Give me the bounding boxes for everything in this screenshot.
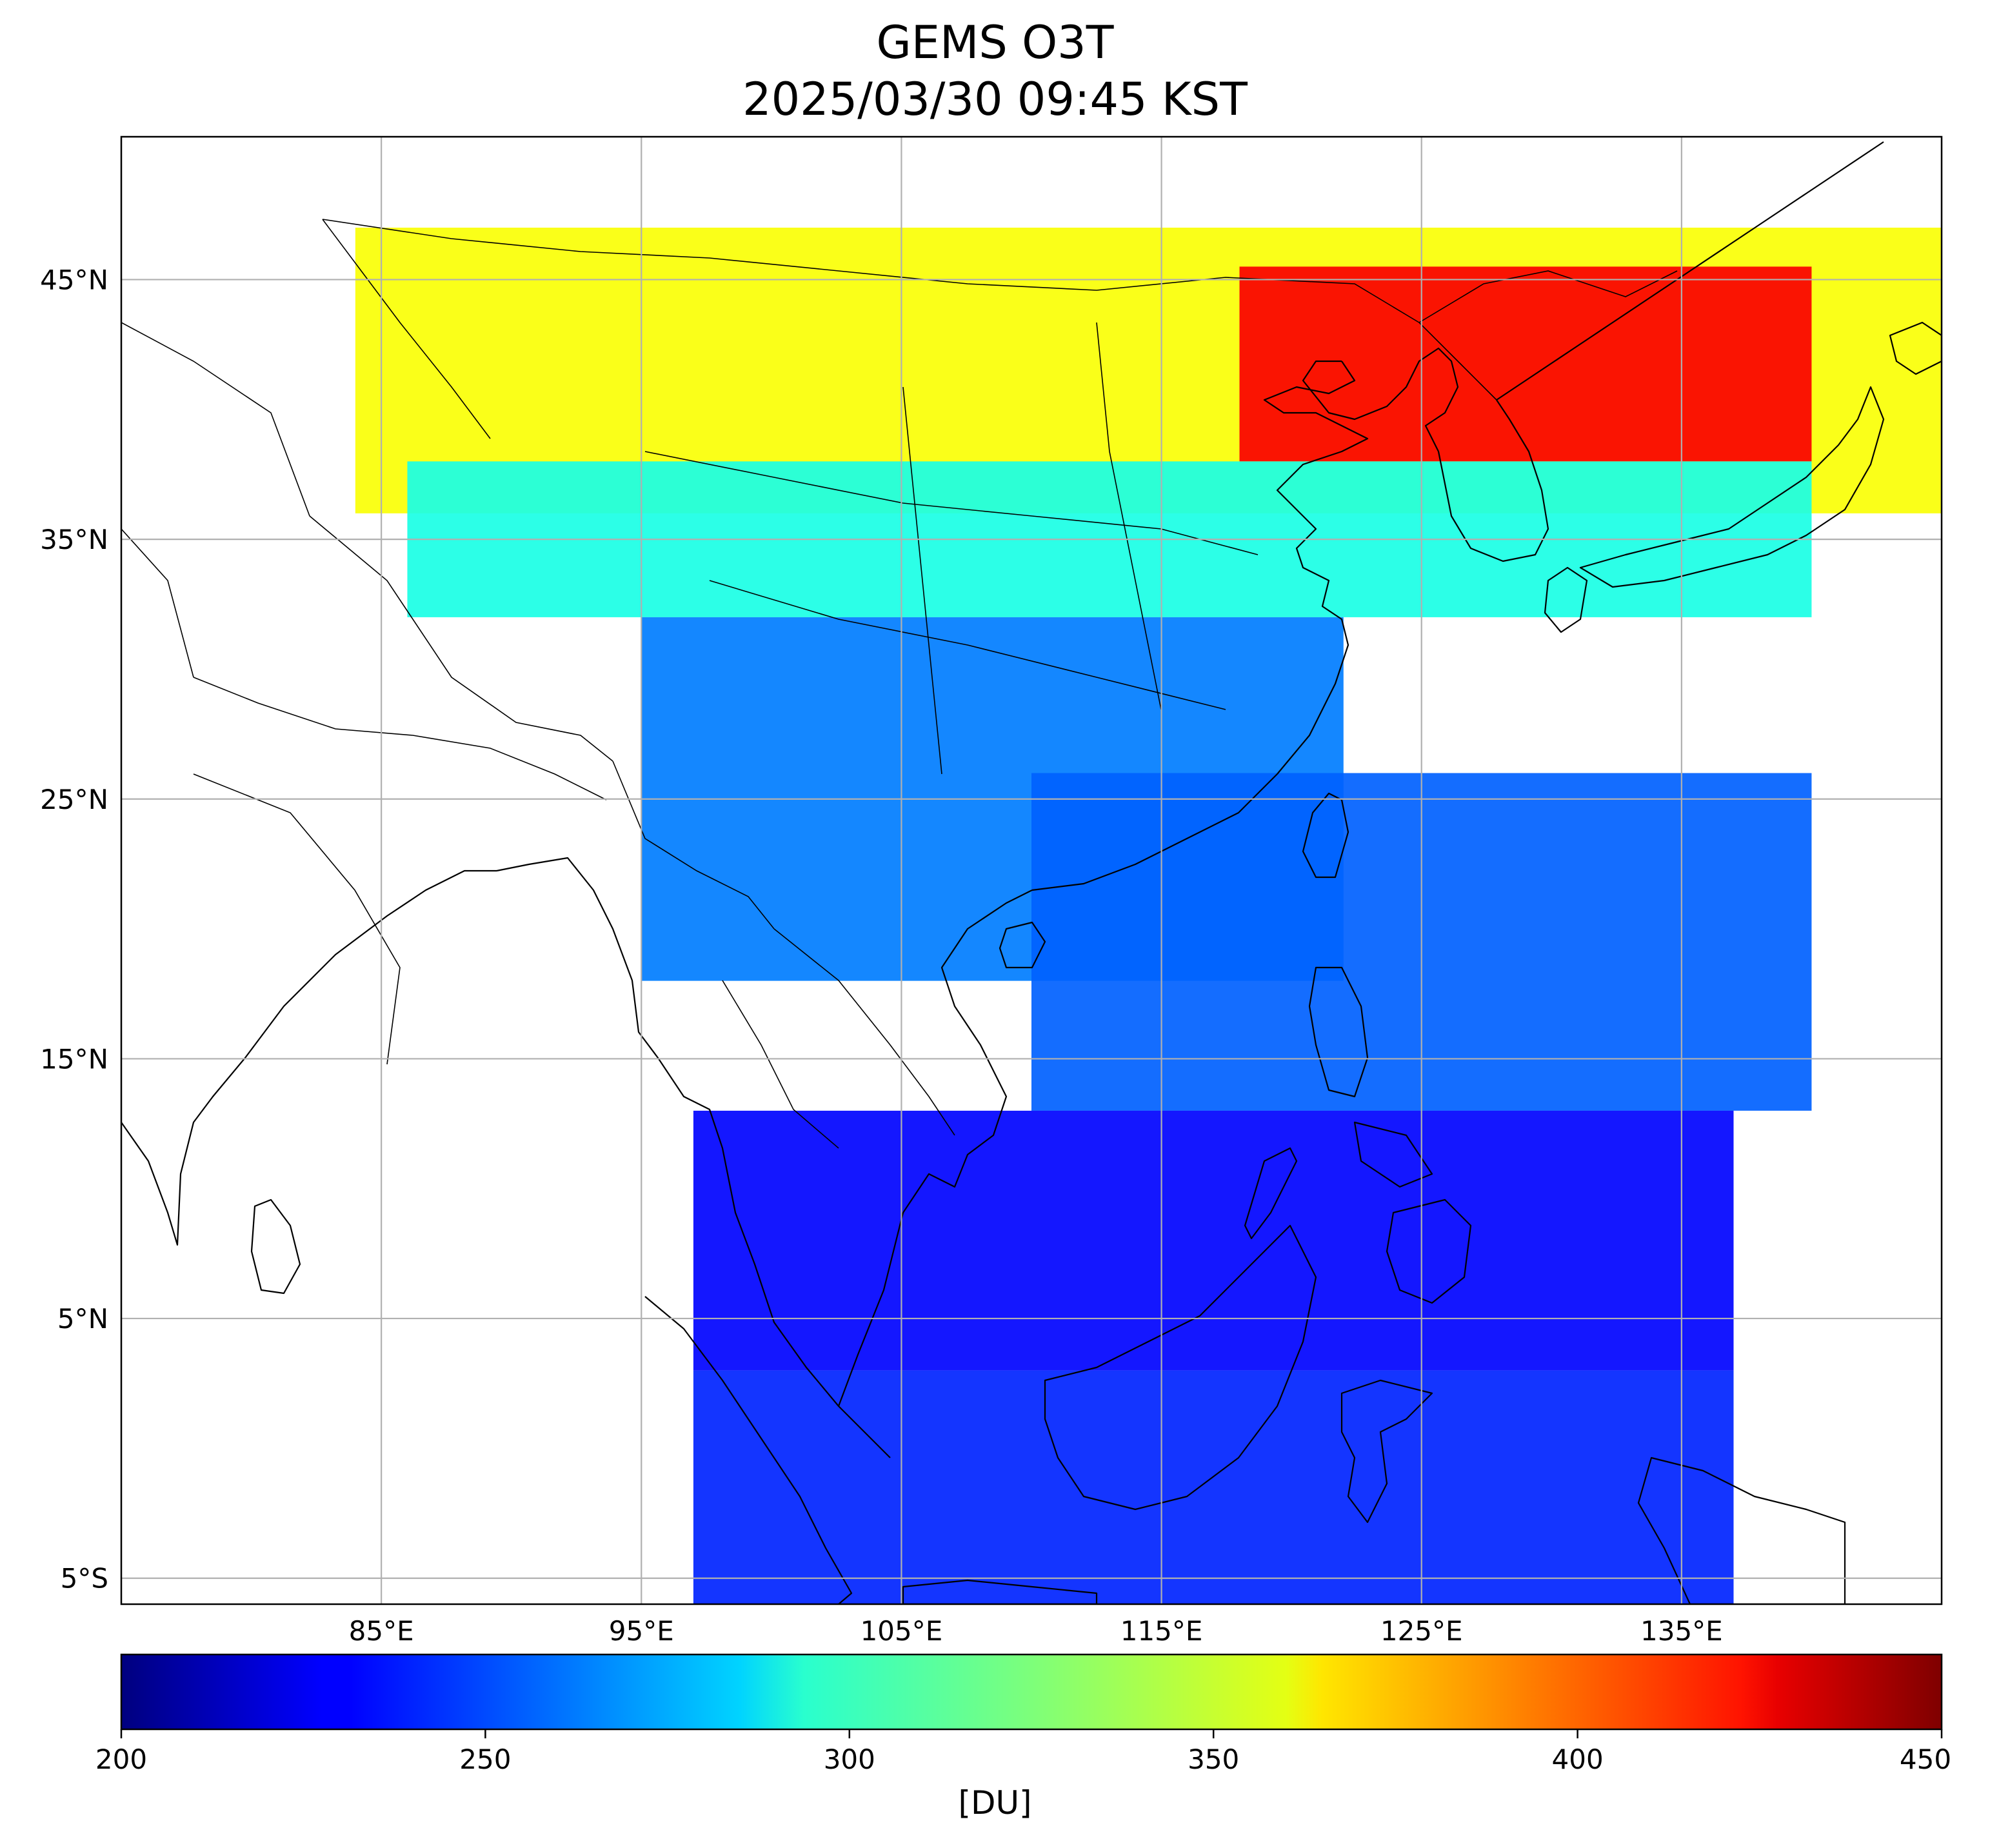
coastline-luzon [1308,966,1369,1098]
border-thailand [722,980,839,1149]
coastline-bohai [1302,347,1459,452]
colorbar [120,1653,1943,1731]
colorbar-tick-marks [120,1729,1943,1738]
border-afghanistan [121,528,194,678]
colorbar-tick-label: 450 [1899,1744,1952,1775]
coastline-indochina [837,889,1033,1407]
border-china-mongolia [322,219,1420,323]
border-laos-vietnam [773,928,955,1136]
ozone-data-layer [355,227,1942,1604]
ozone-region-tropics-south-china-sea [693,1110,1734,1371]
coastline-layer [121,141,1942,1604]
map-timestamp: 2025/03/30 09:45 KST [742,73,1248,126]
border-provinces-4 [1096,322,1162,710]
map-title: GEMS O3T [876,16,1114,69]
border-central-asia [121,322,310,517]
lon-tick-label: 135°E [1640,1615,1723,1647]
coastline-hokkaido [1889,321,1942,375]
colorbar-tick-label: 300 [823,1744,875,1775]
coastline-sulawesi [1340,1379,1433,1524]
border-himalaya [193,677,607,800]
coastline-java [902,1579,1098,1604]
coastline-taiwan [1302,792,1349,879]
ozone-region-maritime-continent [693,1370,1734,1604]
lon-tick-label: 85°E [349,1615,414,1647]
lon-tick-label: 105°E [861,1615,943,1647]
coastline-south-china [1031,361,1369,891]
coastline-myanmar-malay [496,857,891,1458]
border-provinces-1 [644,451,1259,555]
coastline-borneo [1044,1224,1317,1511]
lon-tick-label: 115°E [1120,1615,1203,1647]
map-frame [120,135,1943,1605]
border-china-russia [1418,270,1678,323]
colorbar-unit-label: [DU] [958,1784,1032,1822]
lat-tick-label: 5°N [57,1303,108,1335]
coastline-mindanao [1386,1198,1472,1304]
colorbar-tick-label: 200 [95,1744,148,1775]
colorbar-tick-label: 350 [1188,1744,1240,1775]
coastline-sri-lanka [250,1198,301,1295]
ozone-region-northeast-asia-high [1239,266,1812,462]
coastline-india [121,869,497,1246]
lat-tick-label: 15°N [40,1043,108,1075]
lat-tick-label: 5°S [61,1563,108,1595]
border-myanmar-china [612,760,775,929]
country-border-layer [121,219,1678,1149]
longitude-tick-labels: 85°E 95°E 105°E 115°E 125°E 135°E [349,1615,1723,1647]
coastline-new-guinea [1637,1456,1846,1604]
border-provinces-2 [709,580,1226,710]
map-content [121,137,1942,1604]
coastline-palawan [1244,1147,1298,1240]
coastline-hainan [999,921,1046,969]
latitude-tick-labels: 45°N 35°N 25°N 15°N 5°N 5°S [40,264,108,1594]
coastline-sumatra [644,1296,853,1604]
colorbar-tick-label: 400 [1551,1744,1604,1775]
border-china-india [309,515,613,762]
coastline-kyushu [1544,566,1588,633]
lat-tick-label: 35°N [40,524,108,555]
lat-tick-label: 25°N [40,784,108,815]
coastline-visayas [1353,1121,1433,1188]
lat-tick-label: 45°N [40,264,108,295]
lon-tick-label: 125°E [1380,1615,1463,1647]
border-india-states [193,773,401,1065]
coastline-russia-east [1496,141,1884,401]
coastline-korea [1437,399,1549,562]
border-provinces-3 [902,386,942,775]
border-china-kazakhstan [322,219,491,439]
lon-tick-label: 95°E [609,1615,674,1647]
gridline-layer [121,137,1942,1604]
border-china-korea [1418,322,1497,401]
coastline-honshu [1579,386,1885,588]
colorbar-tick-label: 250 [459,1744,512,1775]
